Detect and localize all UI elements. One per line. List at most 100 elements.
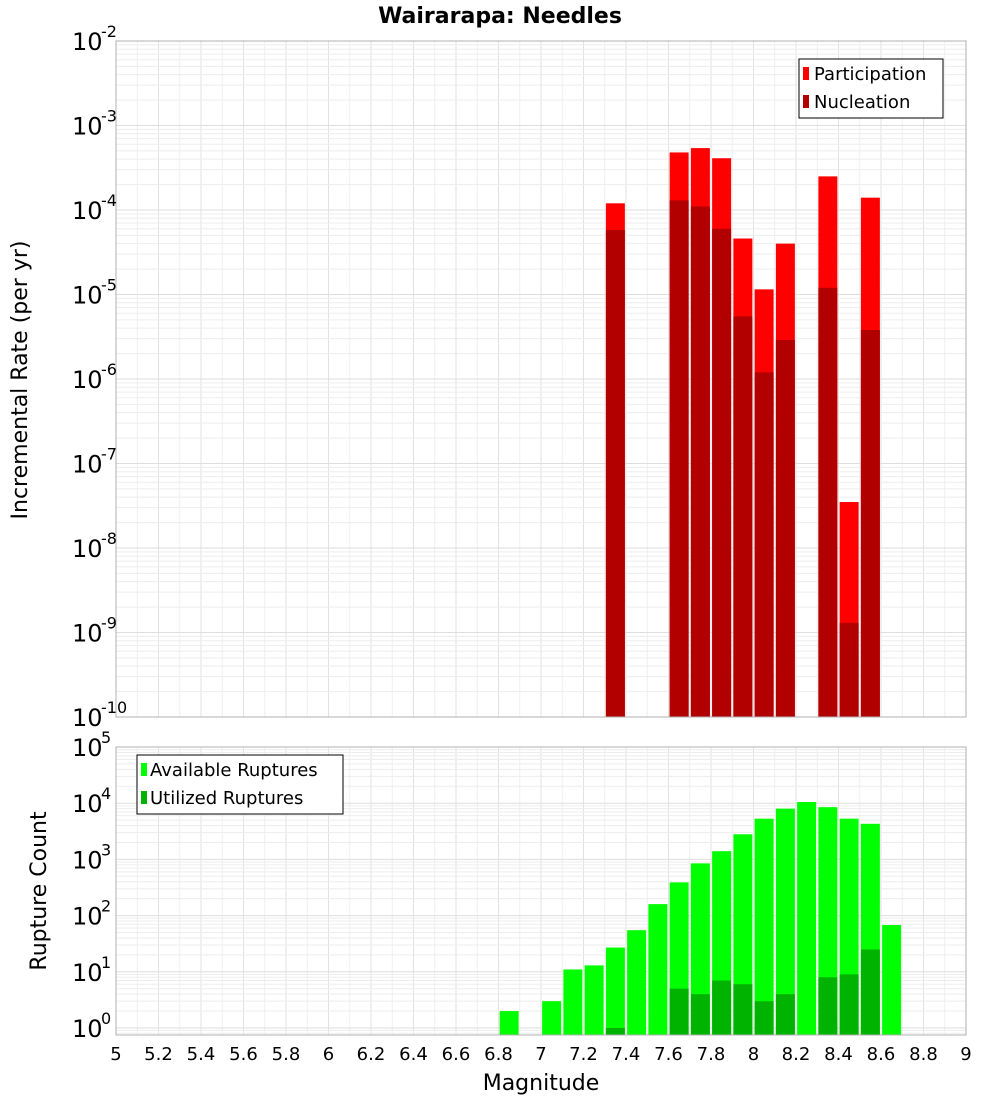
bar-available-ruptures-7.35 (605, 947, 625, 1035)
y-tick-exponent: -8 (101, 529, 117, 548)
x-tick-label: 8.2 (782, 1044, 811, 1065)
bottom-legend-box (136, 754, 344, 815)
bar-available-ruptures-8.25 (797, 802, 817, 1035)
legend-swatch-available (141, 763, 147, 776)
bar-nucleation-7.35 (605, 229, 625, 717)
bar-utilized-ruptures-8.15 (775, 994, 795, 1035)
bar-utilized-ruptures-7.95 (733, 984, 753, 1035)
bar-available-ruptures-8.65 (882, 924, 902, 1035)
y-tick-label: 10 (72, 113, 103, 141)
bottom-plot-frame (115, 746, 967, 1036)
y-tick-exponent: -4 (101, 191, 117, 210)
y-tick-exponent: 5 (101, 728, 111, 747)
top-gridlines (115, 40, 967, 718)
y-tick-exponent: 3 (101, 840, 111, 859)
bar-available-ruptures-7.75 (690, 863, 710, 1035)
x-tick-label: 8.4 (824, 1044, 853, 1065)
bar-utilized-ruptures-7.65 (669, 988, 689, 1035)
bar-nucleation-7.85 (712, 228, 732, 717)
bar-utilized-ruptures-8.55 (860, 949, 880, 1035)
x-tick-label: 6.8 (484, 1044, 513, 1065)
top-plot-frame (115, 40, 967, 718)
legend-label-participation: Participation (814, 64, 926, 85)
bar-utilized-ruptures-7.35 (605, 1027, 625, 1035)
bar-available-ruptures-6.85 (499, 1011, 519, 1035)
bar-utilized-ruptures-8.05 (754, 1001, 774, 1035)
y-tick-label: 10 (72, 366, 103, 394)
y-tick-exponent: -10 (101, 698, 127, 717)
bar-utilized-ruptures-8.35 (818, 977, 838, 1035)
bar-nucleation-7.65 (669, 200, 689, 718)
legend-label-utilized: Utilized Ruptures (150, 788, 303, 809)
bottom-bars (499, 802, 902, 1035)
y-tick-exponent: -7 (101, 445, 117, 464)
y-tick-label: 10 (72, 959, 103, 987)
top-legend-box (798, 58, 944, 119)
legend-swatch-nucleation (803, 95, 809, 108)
bar-available-ruptures-7.55 (648, 904, 668, 1035)
y-tick-label: 10 (72, 846, 103, 874)
y-tick-exponent: 2 (101, 897, 111, 916)
y-tick-label: 10 (72, 903, 103, 931)
bottom-legend: Available Ruptures Utilized Ruptures (136, 754, 344, 815)
bar-utilized-ruptures-7.85 (712, 980, 732, 1035)
legend-swatch-utilized (141, 791, 147, 804)
bar-available-ruptures-7.25 (584, 965, 604, 1035)
bar-available-ruptures-7.15 (563, 969, 583, 1035)
x-tick-label: 6.4 (399, 1044, 428, 1065)
x-tick-label: 8 (748, 1044, 759, 1065)
bar-nucleation-7.75 (690, 206, 710, 717)
bottom-y-axis-label: Rupture Count (27, 811, 52, 971)
y-tick-exponent: -3 (101, 107, 117, 126)
legend-swatch-participation (803, 67, 809, 80)
x-axis-label: Magnitude (483, 1071, 600, 1096)
bar-nucleation-8.05 (754, 372, 774, 717)
x-tick-label: 5.8 (272, 1044, 301, 1065)
legend-label-nucleation: Nucleation (814, 92, 910, 113)
y-tick-exponent: -6 (101, 360, 117, 379)
x-tick-labels: 5 5.2 5.4 5.6 5.8 6 6.2 6.4 6.6 6.8 7 7.2 7.4 7.6 7.8 8… (110, 1044, 971, 1065)
bar-nucleation-8.35 (818, 287, 838, 717)
y-tick-label: 10 (72, 28, 103, 56)
x-tick-label: 6 (323, 1044, 334, 1065)
bar-utilized-ruptures-8.45 (839, 974, 859, 1035)
y-tick-label: 10 (72, 535, 103, 563)
x-tick-label: 5 (110, 1044, 121, 1065)
bar-nucleation-8.55 (860, 330, 880, 717)
x-tick-label: 7 (535, 1044, 546, 1065)
x-tick-label: 5.4 (187, 1044, 216, 1065)
bar-utilized-ruptures-7.75 (690, 994, 710, 1035)
top-y-axis-label: Incremental Rate (per yr) (8, 241, 33, 520)
x-tick-label: 6.2 (357, 1044, 386, 1065)
top-bars (605, 148, 880, 718)
x-tick-label: 7.6 (654, 1044, 683, 1065)
bar-nucleation-8.45 (839, 622, 859, 717)
x-tick-label: 5.2 (144, 1044, 173, 1065)
y-tick-exponent: 1 (101, 953, 111, 972)
bar-available-ruptures-7.05 (542, 1001, 562, 1035)
y-tick-exponent: -2 (101, 22, 117, 41)
x-tick-label: 6.6 (442, 1044, 471, 1065)
bar-available-ruptures-8.05 (754, 818, 774, 1035)
x-tick-label: 7.2 (569, 1044, 598, 1065)
bar-available-ruptures-8.15 (775, 808, 795, 1035)
x-tick-label: 8.6 (867, 1044, 896, 1065)
y-tick-label: 10 (72, 704, 103, 732)
legend-label-available: Available Ruptures (150, 760, 318, 781)
x-tick-label: 8.8 (909, 1044, 938, 1065)
y-tick-label: 10 (72, 282, 103, 310)
bar-nucleation-8.15 (775, 339, 795, 717)
y-tick-label: 10 (72, 790, 103, 818)
x-tick-label: 7.4 (612, 1044, 641, 1065)
y-tick-exponent: -9 (101, 614, 117, 633)
bar-nucleation-7.95 (733, 316, 753, 717)
y-tick-exponent: 4 (101, 784, 111, 803)
y-tick-exponent: 0 (101, 1009, 111, 1028)
x-tick-label: 5.6 (229, 1044, 258, 1065)
chart-title: Wairarapa: Needles (378, 4, 622, 29)
